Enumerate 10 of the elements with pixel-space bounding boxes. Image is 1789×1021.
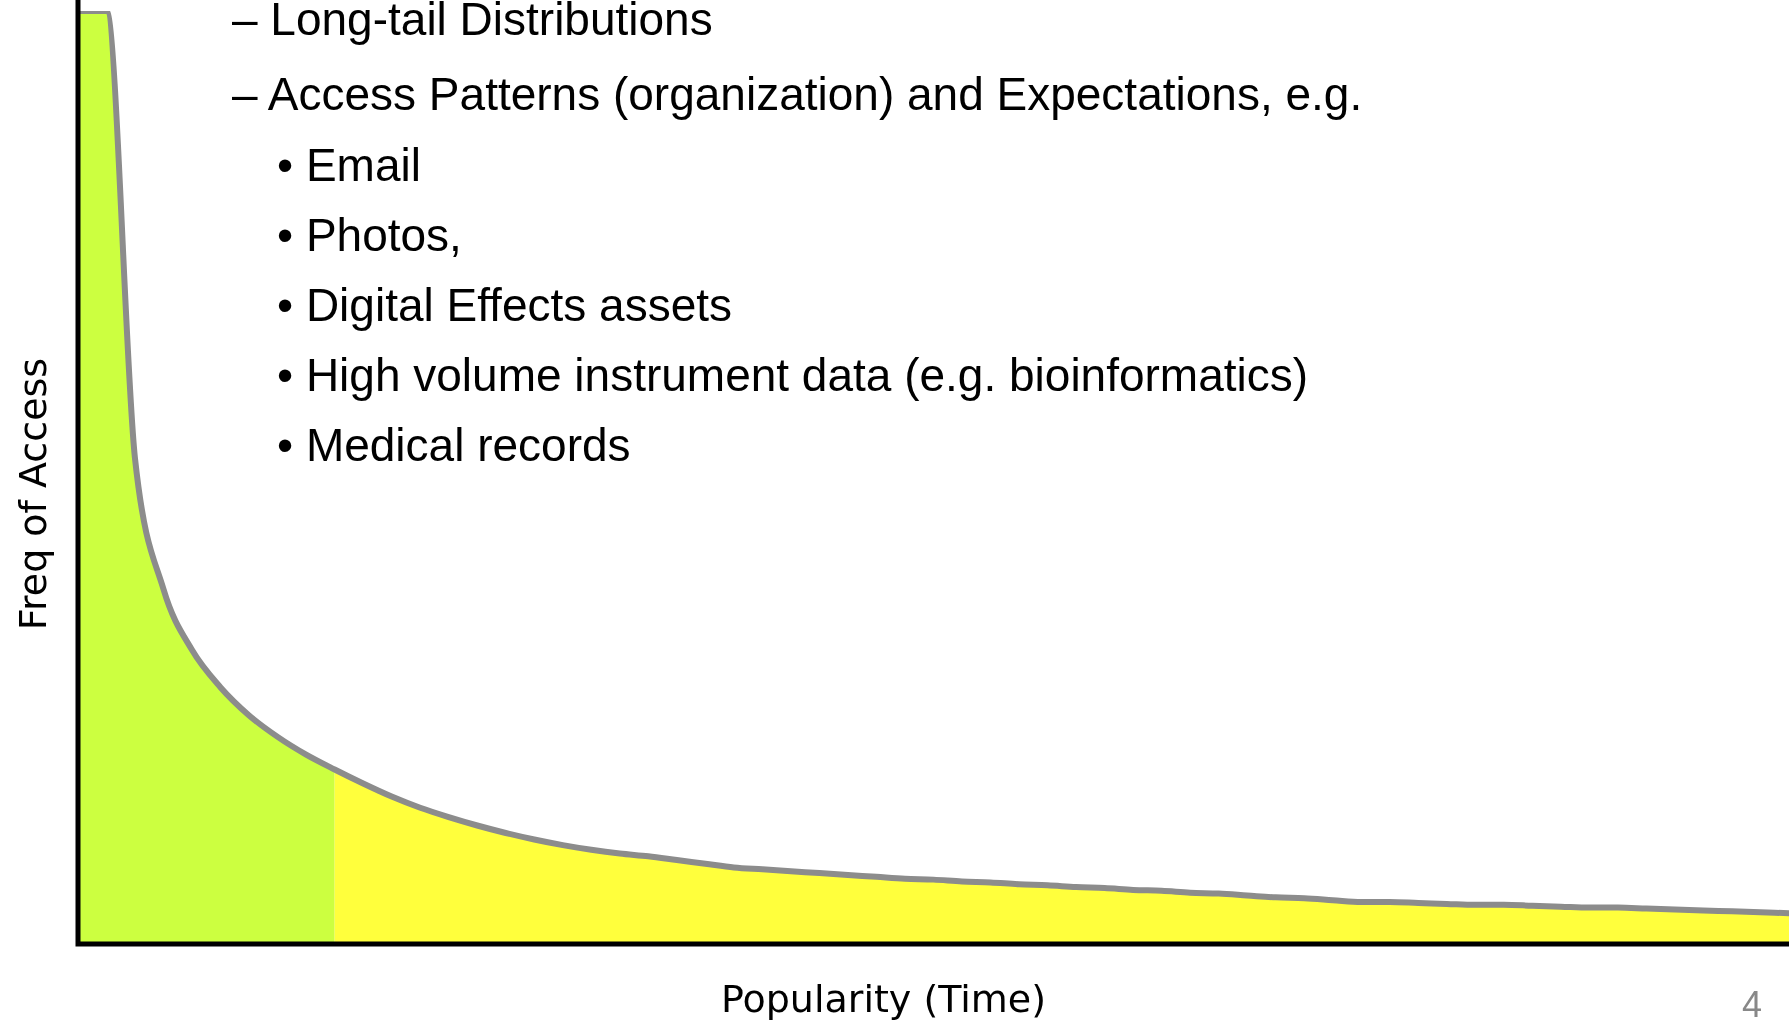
annotation: • Photos, [277, 209, 462, 261]
annotation: • High volume instrument data (e.g. bioinformatics) [277, 349, 1309, 401]
y-axis-title: Freq of Access [11, 357, 55, 631]
annotation: – Access Patterns (organization) and Expectations, e.g. [232, 68, 1363, 120]
x-axis-title: Popularity (Time) [720, 977, 1047, 1021]
annotation: • Email [277, 139, 421, 191]
annotation: • Digital Effects assets [277, 279, 732, 331]
annotation: – Long-tail Distributions [232, 0, 713, 45]
annotation: • Medical records [277, 419, 631, 471]
text: 4 [1742, 984, 1763, 1021]
